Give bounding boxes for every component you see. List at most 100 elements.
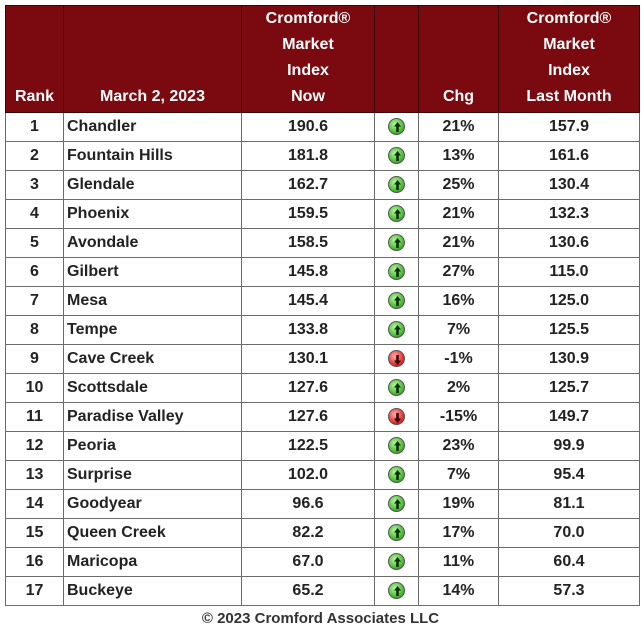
arrow-cell — [374, 141, 419, 171]
header-date: March 2, 2023 — [63, 5, 242, 113]
index-now-cell: 159.5 — [241, 199, 375, 229]
index-now-cell: 133.8 — [241, 315, 375, 345]
rank-cell: 9 — [5, 344, 64, 374]
red-down-arrow-icon — [388, 408, 405, 426]
rank-cell: 5 — [5, 228, 64, 258]
index-now-cell: 102.0 — [241, 460, 375, 490]
table-row: 5 Avondale 158.5 21% 130.6 — [5, 228, 640, 258]
chg-cell: 25% — [418, 170, 499, 200]
city-cell: Queen Creek — [63, 518, 242, 548]
index-last-month-cell: 70.0 — [498, 518, 640, 548]
rank-cell: 16 — [5, 547, 64, 577]
chg-cell: 13% — [418, 141, 499, 171]
chg-cell: -1% — [418, 344, 499, 374]
header-last-line: Cromford® — [526, 10, 612, 27]
rank-cell: 4 — [5, 199, 64, 229]
index-last-month-cell: 125.7 — [498, 373, 640, 403]
header-arrow — [374, 5, 419, 113]
index-now-cell: 190.6 — [241, 112, 375, 142]
chg-cell: 21% — [418, 199, 499, 229]
city-cell: Tempe — [63, 315, 242, 345]
index-last-month-cell: 130.6 — [498, 228, 640, 258]
green-up-arrow-icon — [388, 147, 405, 165]
arrow-cell — [374, 431, 419, 461]
index-last-month-cell: 149.7 — [498, 402, 640, 432]
table-row: 7 Mesa 145.4 16% 125.0 — [5, 286, 640, 316]
table-row: 1 Chandler 190.6 21% 157.9 — [5, 112, 640, 142]
index-last-month-cell: 99.9 — [498, 431, 640, 461]
city-cell: Mesa — [63, 286, 242, 316]
green-up-arrow-icon — [388, 234, 405, 252]
green-up-arrow-icon — [388, 176, 405, 194]
index-now-cell: 127.6 — [241, 402, 375, 432]
table-row: 6 Gilbert 145.8 27% 115.0 — [5, 257, 640, 287]
green-up-arrow-icon — [388, 524, 405, 542]
chg-cell: -15% — [418, 402, 499, 432]
index-now-cell: 127.6 — [241, 373, 375, 403]
index-last-month-cell: 161.6 — [498, 141, 640, 171]
header-now-line: Cromford® — [265, 10, 351, 27]
green-up-arrow-icon — [388, 553, 405, 571]
chg-cell: 2% — [418, 373, 499, 403]
rank-cell: 10 — [5, 373, 64, 403]
arrow-cell — [374, 460, 419, 490]
chg-cell: 11% — [418, 547, 499, 577]
chg-cell: 19% — [418, 489, 499, 519]
city-cell: Maricopa — [63, 547, 242, 577]
market-index-table: Rank March 2, 2023 Cromford® Market Inde… — [5, 5, 640, 606]
arrow-cell — [374, 576, 419, 606]
arrow-cell — [374, 373, 419, 403]
index-now-cell: 82.2 — [241, 518, 375, 548]
table-row: 3 Glendale 162.7 25% 130.4 — [5, 170, 640, 200]
rank-cell: 11 — [5, 402, 64, 432]
index-last-month-cell: 81.1 — [498, 489, 640, 519]
index-now-cell: 181.8 — [241, 141, 375, 171]
index-last-month-cell: 125.5 — [498, 315, 640, 345]
index-now-cell: 145.4 — [241, 286, 375, 316]
header-now-line: Now — [291, 88, 325, 105]
chg-cell: 21% — [418, 228, 499, 258]
table-row: 13 Surprise 102.0 7% 95.4 — [5, 460, 640, 490]
city-cell: Fountain Hills — [63, 141, 242, 171]
chg-cell: 7% — [418, 460, 499, 490]
rank-cell: 12 — [5, 431, 64, 461]
header-index-now: Cromford® Market Index Now — [241, 5, 375, 113]
arrow-cell — [374, 489, 419, 519]
header-last-line: Market — [543, 36, 595, 53]
rank-cell: 14 — [5, 489, 64, 519]
table-row: 16 Maricopa 67.0 11% 60.4 — [5, 547, 640, 577]
city-cell: Buckeye — [63, 576, 242, 606]
chg-cell: 7% — [418, 315, 499, 345]
index-now-cell: 96.6 — [241, 489, 375, 519]
chg-cell: 14% — [418, 576, 499, 606]
index-last-month-cell: 157.9 — [498, 112, 640, 142]
index-now-cell: 158.5 — [241, 228, 375, 258]
rank-cell: 2 — [5, 141, 64, 171]
green-up-arrow-icon — [388, 118, 405, 136]
table-row: 8 Tempe 133.8 7% 125.5 — [5, 315, 640, 345]
table-row: 12 Peoria 122.5 23% 99.9 — [5, 431, 640, 461]
city-cell: Surprise — [63, 460, 242, 490]
table-row: 10 Scottsdale 127.6 2% 125.7 — [5, 373, 640, 403]
header-row: Rank March 2, 2023 Cromford® Market Inde… — [5, 5, 640, 113]
city-cell: Scottsdale — [63, 373, 242, 403]
arrow-cell — [374, 518, 419, 548]
city-cell: Glendale — [63, 170, 242, 200]
arrow-cell — [374, 286, 419, 316]
header-now-line: Index — [287, 62, 329, 79]
green-up-arrow-icon — [388, 379, 405, 397]
city-cell: Phoenix — [63, 199, 242, 229]
rank-cell: 13 — [5, 460, 64, 490]
index-last-month-cell: 132.3 — [498, 199, 640, 229]
chg-cell: 23% — [418, 431, 499, 461]
index-now-cell: 122.5 — [241, 431, 375, 461]
rank-cell: 3 — [5, 170, 64, 200]
city-cell: Cave Creek — [63, 344, 242, 374]
header-rank: Rank — [5, 5, 64, 113]
index-last-month-cell: 130.4 — [498, 170, 640, 200]
header-index-last-month: Cromford® Market Index Last Month — [498, 5, 640, 113]
copyright-footer: © 2023 Cromford Associates LLC — [201, 610, 440, 627]
arrow-cell — [374, 402, 419, 432]
table-row: 15 Queen Creek 82.2 17% 70.0 — [5, 518, 640, 548]
city-cell: Gilbert — [63, 257, 242, 287]
